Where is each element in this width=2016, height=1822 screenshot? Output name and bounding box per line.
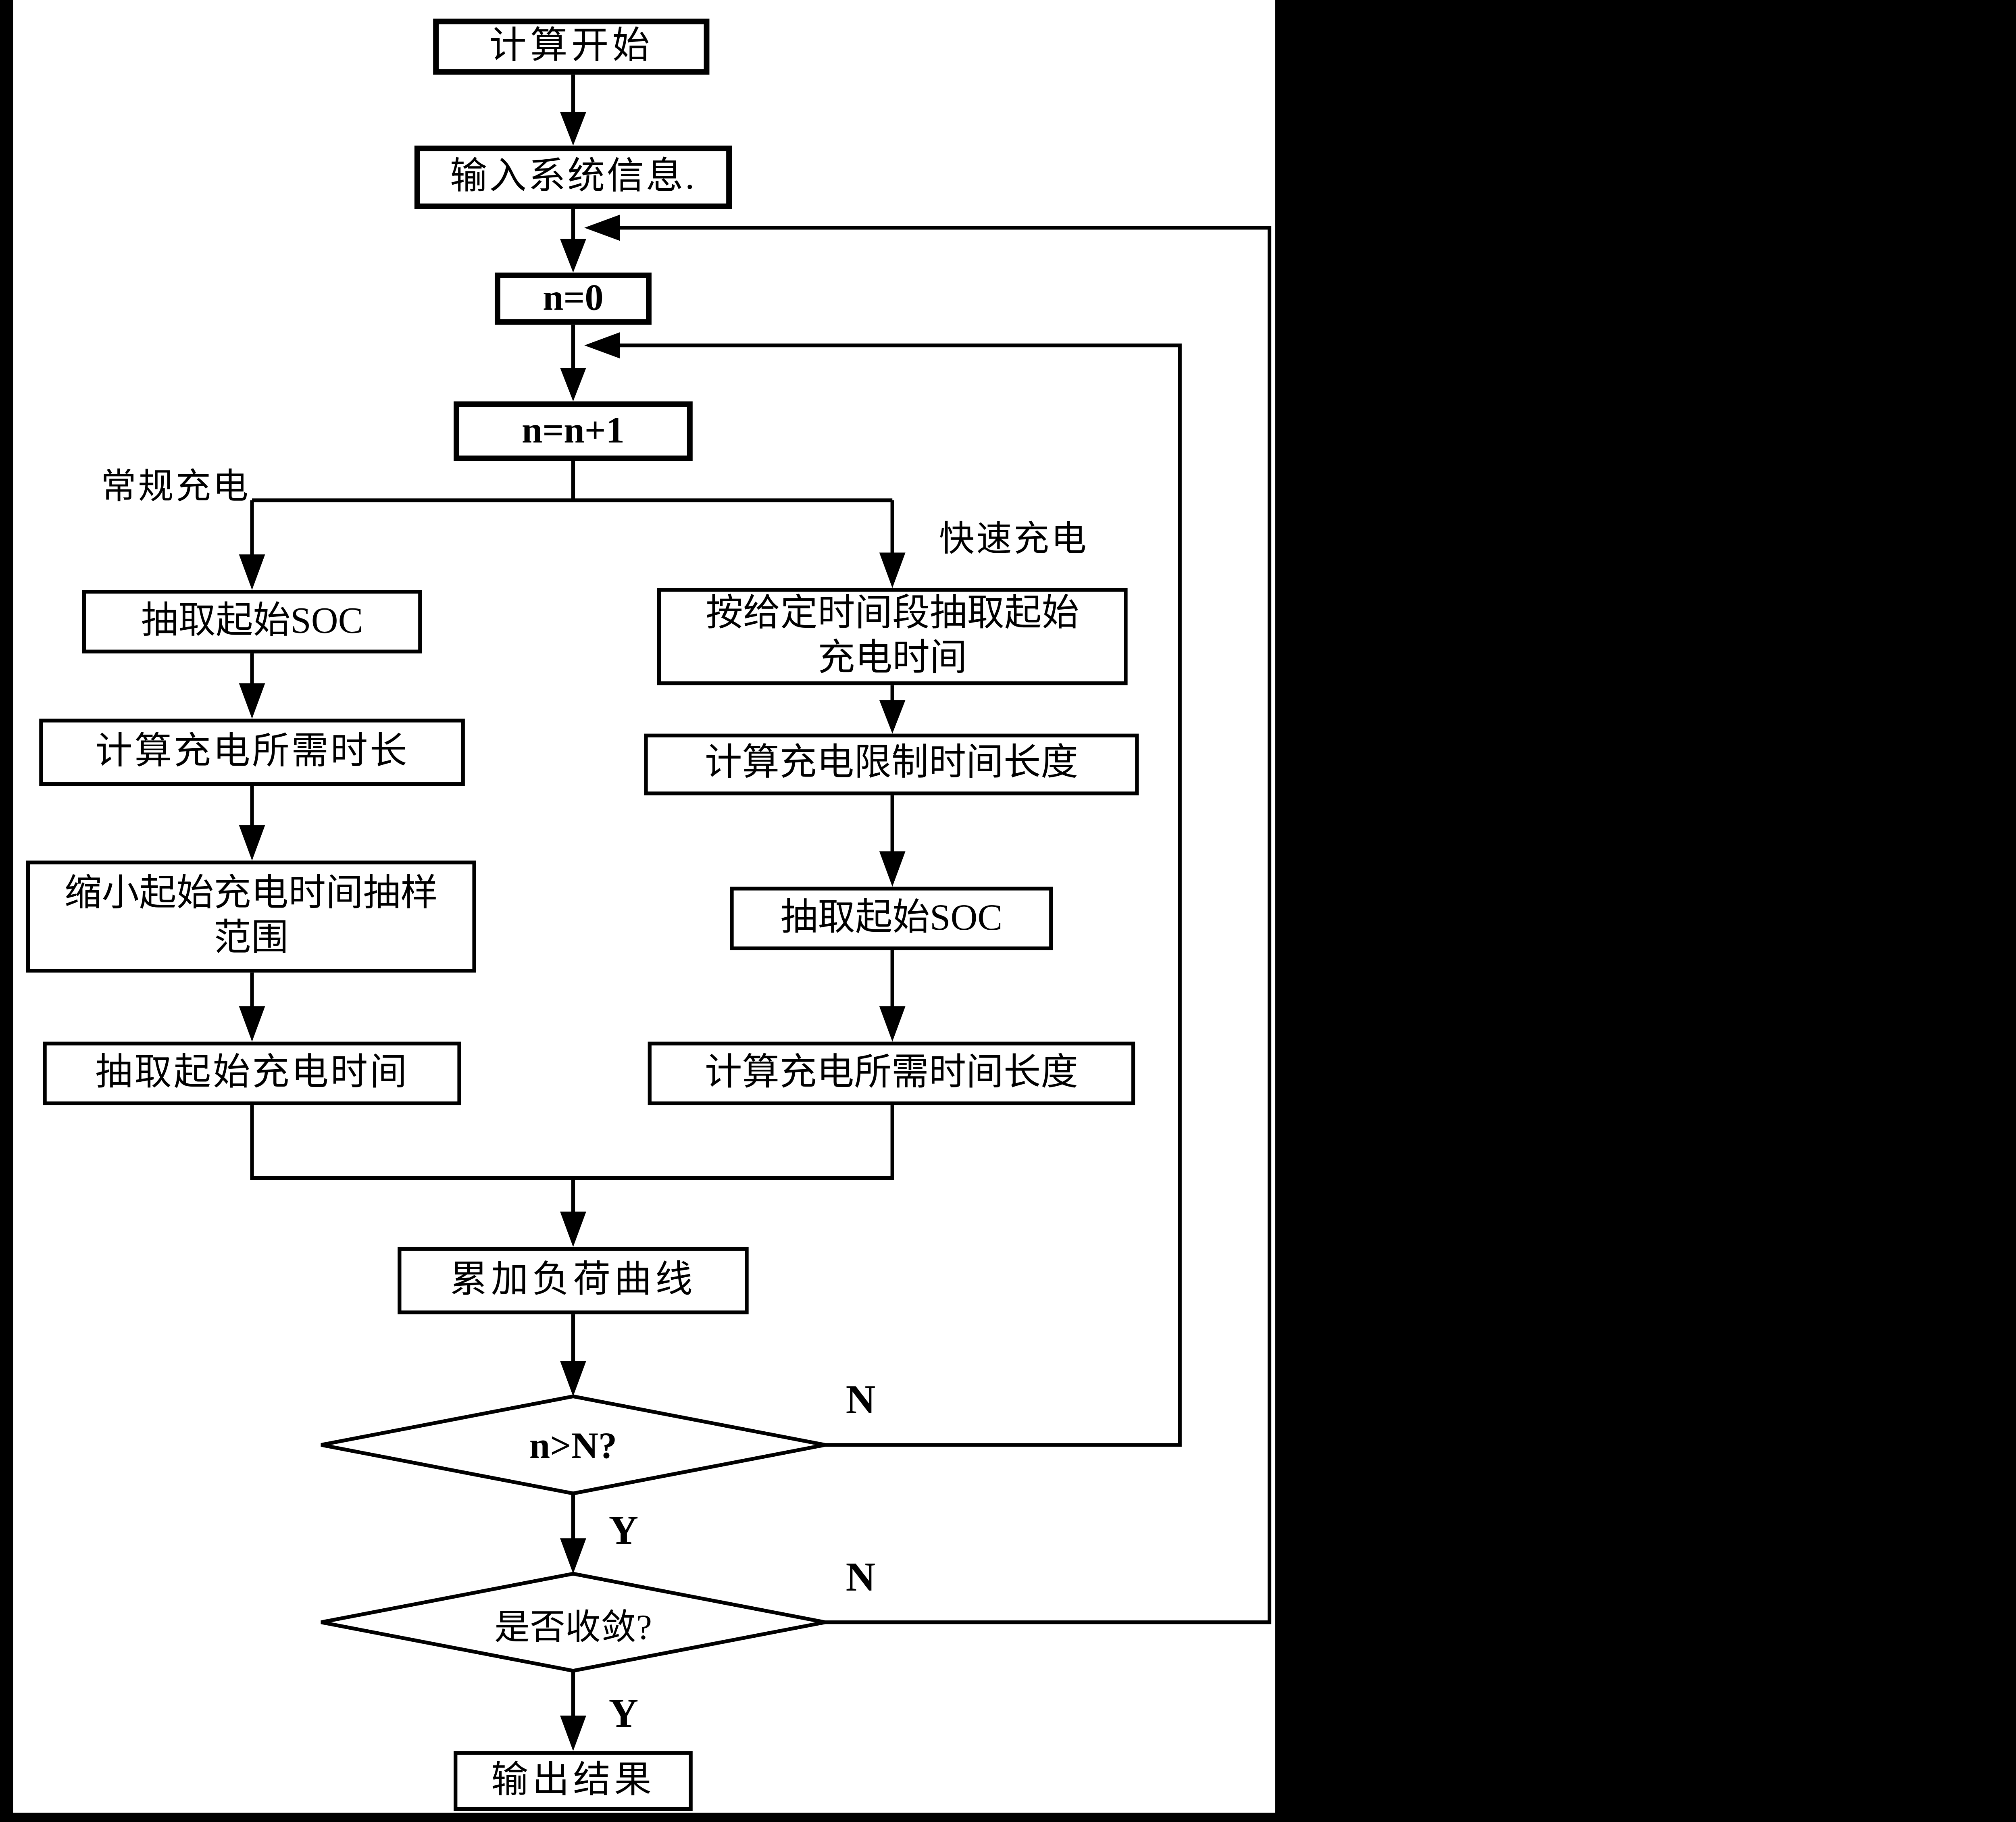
node-right-sample-start-time-by-period: 按给定时间段抽取起始 充电时间: [657, 588, 1128, 685]
arrowhead-into-right4: [879, 1006, 906, 1042]
decision-convergence-diamond: [321, 1572, 826, 1673]
arrowhead-into-output: [560, 1716, 586, 1751]
branch-label-normal-charging: 常规充电: [100, 467, 250, 507]
node-output-result: 输出结果: [454, 1751, 693, 1811]
branch-label-fast-charging: 快速充电: [939, 520, 1089, 559]
node-left-sample-start-time: 抽取起始充电时间: [43, 1041, 461, 1106]
arrowhead-inner-loop-in: [584, 332, 620, 358]
arrowhead-into-d2: [560, 1538, 586, 1574]
node-accumulate-load-curve: 累加负荷曲线: [398, 1247, 749, 1314]
arrowhead-into-right3: [879, 851, 906, 887]
arrowhead-into-left1: [239, 554, 265, 590]
edge-label-iteration-no: N: [846, 1376, 876, 1423]
arrowhead-into-left2: [239, 683, 265, 719]
edge-label-iteration-yes: Y: [608, 1506, 639, 1553]
loop-inner-line: [620, 343, 1182, 1447]
node-n-increment: n=n+1: [454, 401, 693, 461]
loop-outer-line: [620, 226, 1272, 1624]
node-right-calc-required-duration: 计算充电所需时间长度: [648, 1041, 1135, 1106]
arrowhead-into-input: [560, 112, 586, 146]
decision-convergence-label: 是否收敛?: [494, 1608, 652, 1648]
arrowhead-into-n0: [560, 239, 586, 273]
arrowhead-into-right1: [879, 552, 906, 588]
arrowhead-into-left3: [239, 825, 265, 861]
node-right-sample-initial-soc: 抽取起始SOC: [730, 887, 1053, 950]
edge-label-convergence-no: N: [846, 1553, 876, 1600]
node-left-calc-charging-duration: 计算充电所需时长: [39, 718, 465, 786]
arrowhead-into-right2: [879, 700, 906, 734]
node-n-init: n=0: [494, 272, 652, 325]
decision-iteration-diamond: [321, 1394, 826, 1495]
arrowhead-into-accumulate: [560, 1211, 586, 1247]
arrowhead-into-ninc: [560, 368, 586, 402]
decision-iteration-label: n>N?: [529, 1425, 617, 1466]
node-right-calc-charging-limit-duration: 计算充电限制时间长度: [644, 733, 1139, 795]
edge-label-convergence-yes: Y: [608, 1689, 639, 1737]
arrowhead-into-left4: [239, 1006, 265, 1042]
node-input-system-info: 输入系统信息.: [414, 146, 732, 209]
arrowhead-into-d1: [560, 1361, 586, 1397]
node-left-sample-initial-soc: 抽取起始SOC: [82, 590, 422, 654]
arrowhead-outer-loop-in: [584, 214, 620, 241]
node-start: 计算开始: [433, 19, 710, 75]
node-left-narrow-sampling-range: 缩小起始充电时间抽样 范围: [26, 860, 476, 973]
